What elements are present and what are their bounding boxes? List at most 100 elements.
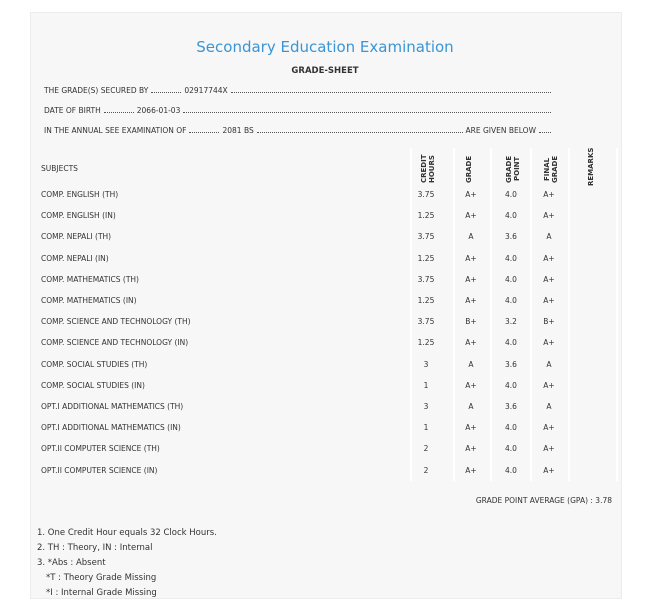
leader: [230, 86, 551, 93]
subject-name: COMP. ENGLISH (TH): [41, 190, 119, 199]
grade-cell: 4.0: [505, 444, 517, 454]
leader: [103, 106, 134, 113]
grade-cell: 1.25: [417, 211, 435, 221]
column-separator: [410, 148, 412, 481]
column-header: FINAL GRADE: [543, 155, 559, 183]
leader: [256, 126, 463, 133]
grade-cell: A+: [543, 380, 555, 390]
gpa: GRADE POINT AVERAGE (GPA) : 3.78: [475, 496, 612, 505]
subject-name: OPT.I ADDITIONAL MATHEMATICS (TH): [41, 402, 184, 411]
grade-cell: 3.75: [417, 274, 435, 284]
grade-cell: 1.25: [417, 338, 435, 348]
grade-cell: 1.25: [417, 296, 435, 305]
grade-cell: A+: [465, 274, 477, 284]
footnote: *T : Theory Grade Missing: [46, 573, 157, 583]
info-value: 2081 BS: [222, 126, 254, 135]
column-header: SUBJECTS: [41, 164, 78, 173]
grade-cell: A+: [465, 444, 477, 454]
footnote: *I : Internal Grade Missing: [46, 588, 157, 598]
grade-cell: A+: [543, 296, 555, 305]
leader: [189, 126, 220, 133]
column-separator: [453, 148, 455, 481]
info-line: IN THE ANNUAL SEE EXAMINATION OF 2081 BS A…: [44, 126, 554, 135]
subject-name: COMP. SOCIAL STUDIES (IN): [41, 380, 145, 390]
grade-cell: A: [546, 402, 552, 411]
grade-cell: A: [468, 232, 474, 242]
grade-cell: 2: [423, 444, 429, 454]
grade-cell: 4.0: [505, 465, 517, 475]
grade-cell: A+: [465, 380, 477, 390]
subject-name: COMP. NEPALI (TH): [41, 232, 112, 242]
grade-cell: 3.6: [505, 402, 517, 411]
subject-name: COMP. MATHEMATICS (IN): [41, 296, 137, 305]
grade-cell: A+: [543, 274, 555, 284]
info-value: 2066-01-03: [136, 106, 181, 115]
info-label: THE GRADE(S) SECURED BY: [44, 86, 149, 95]
grade-cell: 3.6: [505, 232, 517, 242]
grade-cell: 4.0: [505, 380, 517, 390]
grade-cell: A+: [465, 296, 477, 305]
grade-cell: A+: [465, 190, 477, 199]
grade-cell: A+: [465, 253, 477, 263]
grade-cell: 4.0: [505, 423, 517, 433]
grade-cell: A: [546, 359, 552, 369]
info-line: THE GRADE(S) SECURED BY 02917744X: [44, 86, 554, 95]
grade-cell: B+: [465, 317, 477, 327]
subject-name: OPT.I ADDITIONAL MATHEMATICS (IN): [41, 423, 181, 433]
leader: [539, 126, 551, 133]
grade-cell: A+: [465, 465, 477, 475]
grade-cell: A+: [465, 338, 477, 348]
subject-name: OPT.II COMPUTER SCIENCE (IN): [41, 465, 158, 475]
grade-cell: A: [468, 402, 474, 411]
subject-name: COMP. MATHEMATICS (TH): [41, 274, 139, 284]
grade-cell: 3.75: [417, 317, 435, 327]
grade-cell: 4.0: [505, 190, 517, 199]
grade-cell: 3: [423, 359, 429, 369]
column-header: GRADE POINT: [505, 155, 521, 183]
grade-cell: 3.75: [417, 232, 435, 242]
grade-cell: 2: [423, 465, 429, 475]
column-header: GRADE: [465, 155, 473, 183]
grade-cell: 4.0: [505, 253, 517, 263]
grade-cell: A+: [543, 338, 555, 348]
grade-cell: A+: [543, 211, 555, 221]
grade-cell: 4.0: [505, 296, 517, 305]
grade-cell: A: [468, 359, 474, 369]
subtitle: GRADE-SHEET: [291, 66, 359, 76]
title: Secondary Education Examination: [196, 38, 454, 56]
info-label: DATE OF BIRTH: [44, 106, 101, 115]
subject-name: COMP. SCIENCE AND TECHNOLOGY (TH): [41, 317, 191, 327]
subject-name: COMP. SOCIAL STUDIES (TH): [41, 359, 148, 369]
grade-cell: 1: [423, 423, 429, 433]
leader: [151, 86, 182, 93]
grade-cell: B+: [543, 317, 555, 327]
grade-cell: 3.75: [417, 190, 435, 199]
subject-name: OPT.II COMPUTER SCIENCE (TH): [41, 444, 160, 454]
info-line: DATE OF BIRTH 2066-01-03: [44, 106, 554, 115]
grade-cell: A+: [543, 465, 555, 475]
grade-cell: A+: [543, 253, 555, 263]
grade-cell: A+: [543, 444, 555, 454]
grade-cell: 1.25: [417, 253, 435, 263]
grade-cell: 3.2: [505, 317, 517, 327]
column-separator: [568, 148, 570, 481]
column-separator: [490, 148, 492, 481]
grade-cell: A: [546, 232, 552, 242]
grade-cell: 1: [423, 380, 429, 390]
grade-cell: A+: [465, 423, 477, 433]
info-suffix: ARE GIVEN BELOW: [465, 126, 536, 135]
leader: [183, 106, 551, 113]
grade-cell: 4.0: [505, 338, 517, 348]
footnote: 1. One Credit Hour equals 32 Clock Hours…: [37, 528, 217, 538]
subject-name: COMP. NEPALI (IN): [41, 253, 109, 263]
grade-cell: 3.6: [505, 359, 517, 369]
grade-sheet-card: [30, 12, 622, 599]
footnote: 2. TH : Theory, IN : Internal: [37, 543, 153, 553]
subject-name: COMP. SCIENCE AND TECHNOLOGY (IN): [41, 338, 189, 348]
column-separator: [530, 148, 532, 481]
info-label: IN THE ANNUAL SEE EXAMINATION OF: [44, 126, 187, 135]
grade-cell: 4.0: [505, 274, 517, 284]
column-header: REMARKS: [587, 147, 595, 186]
grade-cell: A+: [543, 190, 555, 199]
